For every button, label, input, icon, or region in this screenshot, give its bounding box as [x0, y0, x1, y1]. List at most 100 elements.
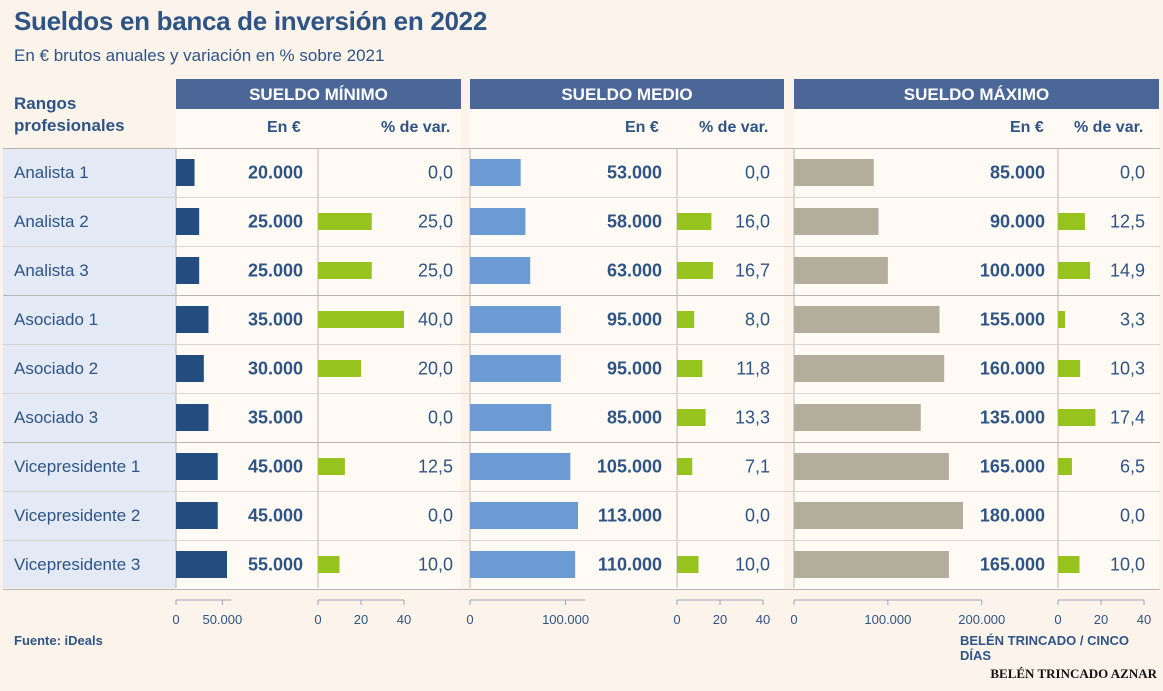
variation-bar-min	[318, 556, 340, 573]
salary-label-med: 63.000	[607, 261, 662, 281]
variation-bar-max	[1058, 458, 1072, 475]
variation-bar-max	[1058, 360, 1081, 377]
variation-label-min: 10,0	[418, 555, 453, 575]
panel-med-header: SUELDO MEDIO	[470, 79, 784, 109]
variation-bar-max	[1058, 409, 1096, 426]
row-separator	[3, 393, 1160, 394]
row-label: Asociado 1	[14, 310, 99, 329]
variation-label-max: 0,0	[1120, 506, 1145, 526]
row-label: Analista 3	[14, 261, 89, 280]
variation-label-med: 7,1	[745, 457, 770, 477]
salary-bar-med	[470, 404, 552, 431]
rangos-header: Rangos profesionales	[14, 93, 125, 137]
variation-tick-label-med: 0	[673, 612, 680, 627]
salary-tick-label-max: 0	[790, 612, 797, 627]
variation-bar-min	[318, 458, 345, 475]
salary-bar-min	[176, 159, 195, 186]
salary-bar-max	[794, 208, 879, 235]
row-label: Asociado 3	[14, 408, 99, 427]
salary-label-min: 25.000	[248, 212, 303, 232]
salary-tick-label-min: 50.000	[202, 612, 242, 627]
salary-label-min: 35.000	[248, 408, 303, 428]
salary-label-min: 25.000	[248, 261, 303, 281]
variation-tick-label-max: 20	[1094, 612, 1108, 627]
salary-bar-max	[794, 502, 963, 529]
salary-bar-med	[470, 551, 576, 578]
salary-label-max: 90.000	[990, 212, 1045, 232]
salary-label-med: 110.000	[598, 555, 662, 575]
row-separator	[3, 442, 1160, 443]
salary-tick-label-min: 0	[172, 612, 179, 627]
row-label: Asociado 2	[14, 359, 99, 378]
variation-tick-label-min: 40	[397, 612, 411, 627]
variation-tick-label-min: 20	[354, 612, 368, 627]
row-separator	[3, 148, 1160, 149]
variation-bar-min	[318, 213, 372, 230]
salary-label-med: 58.000	[607, 212, 662, 232]
row-label: Vicepresidente 2	[14, 506, 141, 525]
row-separator	[3, 295, 1160, 296]
row-separator	[3, 197, 1160, 198]
panel-min-header: SUELDO MÍNIMO	[176, 79, 461, 109]
row-separator	[3, 246, 1160, 247]
salary-bar-max	[794, 159, 874, 186]
variation-bar-med	[677, 311, 695, 328]
variation-bar-med	[677, 262, 713, 279]
salary-label-med: 95.000	[607, 359, 662, 379]
variation-label-med: 11,8	[736, 359, 770, 379]
salary-bar-min	[176, 502, 218, 529]
rangos-header-line1: Rangos	[14, 94, 77, 113]
variation-label-max: 10,3	[1110, 359, 1145, 379]
variation-label-min: 25,0	[418, 212, 453, 232]
salary-bar-med	[470, 159, 521, 186]
salary-bar-min	[176, 208, 200, 235]
salary-label-med: 105.000	[597, 457, 662, 477]
salary-bar-min	[176, 404, 209, 431]
variation-bar-med	[677, 556, 699, 573]
salary-label-max: 165.000	[980, 555, 1045, 575]
salary-label-max: 155.000	[980, 310, 1045, 330]
variation-label-min: 0,0	[428, 506, 453, 526]
salary-label-min: 30.000	[248, 359, 303, 379]
variation-label-med: 13,3	[735, 408, 770, 428]
variation-label-med: 16,7	[735, 261, 770, 281]
salary-label-med: 85.000	[607, 408, 662, 428]
variation-label-med: 0,0	[745, 163, 770, 183]
variation-bar-min	[318, 262, 372, 279]
salary-label-max: 165.000	[980, 457, 1045, 477]
variation-bar-med	[677, 360, 703, 377]
row-label: Analista 2	[14, 212, 89, 231]
salary-bar-min	[176, 257, 200, 284]
salary-bar-min	[176, 306, 209, 333]
variation-bar-med	[677, 213, 712, 230]
variation-label-min: 0,0	[428, 408, 453, 428]
variation-label-max: 12,5	[1110, 212, 1145, 232]
salary-label-min: 45.000	[248, 457, 303, 477]
col-var-min: % de var.	[381, 119, 451, 136]
chart-subtitle: En € brutos anuales y variación en % sob…	[14, 46, 385, 65]
salary-tick-label-med: 100.000	[542, 612, 589, 627]
salary-bar-max	[794, 404, 921, 431]
chart-title: Sueldos en banca de inversión en 2022	[14, 6, 487, 36]
salary-bar-max	[794, 355, 945, 382]
salary-label-max: 160.000	[980, 359, 1045, 379]
variation-bar-max	[1058, 311, 1066, 328]
col-eur-max: En €	[1010, 119, 1044, 136]
variation-bar-max	[1058, 213, 1085, 230]
variation-bar-max	[1058, 556, 1080, 573]
variation-label-min: 20,0	[418, 359, 453, 379]
salary-label-max: 100.000	[980, 261, 1045, 281]
variation-label-med: 0,0	[745, 506, 770, 526]
row-label: Analista 1	[14, 163, 89, 182]
variation-label-med: 16,0	[735, 212, 770, 232]
salary-bar-max	[794, 453, 949, 480]
salary-label-med: 95.000	[607, 310, 662, 330]
salary-label-max: 180.000	[980, 506, 1045, 526]
salary-label-min: 20.000	[248, 163, 303, 183]
salary-bar-max	[794, 306, 940, 333]
salary-bar-med	[470, 502, 578, 529]
variation-tick-label-max: 0	[1054, 612, 1061, 627]
col-eur-min: En €	[267, 119, 301, 136]
variation-label-min: 40,0	[418, 310, 453, 330]
variation-label-max: 3,3	[1120, 310, 1145, 330]
